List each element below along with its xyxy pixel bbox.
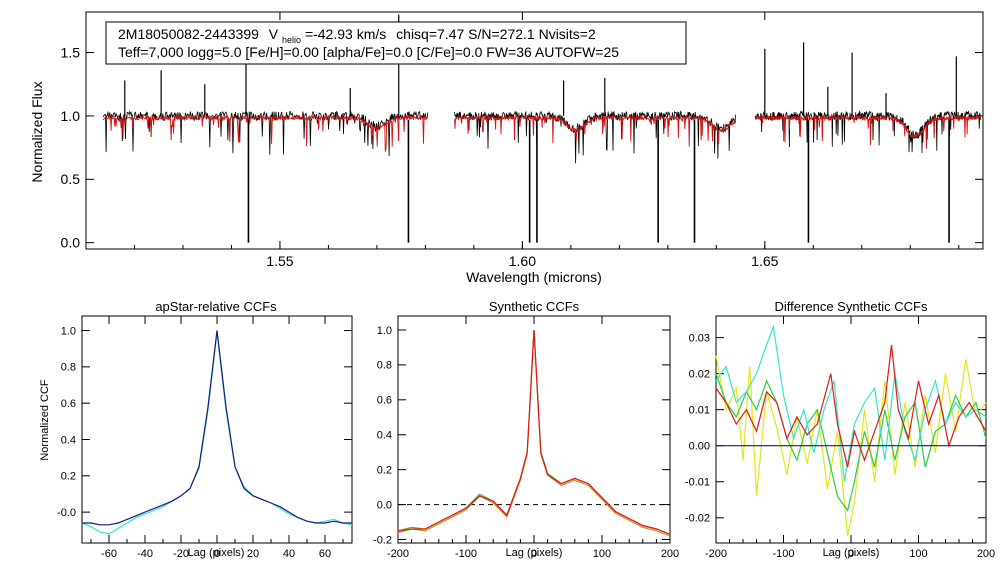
apstar-axes-frame (81, 315, 353, 544)
y-tick-label: 0.4 (61, 434, 76, 446)
spectrum-y-label: Normalized Flux (29, 81, 45, 182)
model-spectrum-chip-3 (754, 114, 981, 149)
star-info-box-border (105, 21, 687, 65)
x-tick-label: 1.55 (266, 253, 293, 269)
x-tick-label: 60 (319, 548, 331, 560)
star-stats: chisq=7.47 S/N=272.1 Nvisits=2 (396, 26, 596, 42)
x-tick-label: 100 (909, 548, 927, 560)
synthetic-ccf-panel: Synthetic CCFs -200 -100 0 100 200 -0.2 0.0 0.… (373, 299, 679, 560)
y-tick-label: 0.2 (61, 471, 76, 483)
series-model-red-line (397, 329, 671, 535)
velocity-subscript: helio (282, 35, 301, 45)
model-spectrum-chip-1 (102, 114, 429, 152)
series-visit-1-line (81, 332, 353, 535)
difference-ccf-panel: Difference Synthetic CCFs -200 -100 0 100 20… (685, 299, 995, 560)
spectrum-panel: 1.55 1.60 1.65 0.0 0.5 1.0 1.5 2M18050082-244… (29, 11, 984, 285)
y-tick-label: 0.8 (61, 362, 76, 374)
y-tick-label: -0.01 (685, 477, 710, 489)
y-tick-label: 0.0 (61, 235, 81, 251)
x-tick-label: 200 (661, 548, 679, 560)
y-tick-label: 0.00 (689, 441, 710, 453)
apstar-ccf-title: apStar-relative CCFs (155, 299, 277, 314)
spectrum-x-label: Wavelength (microns) (466, 269, 602, 285)
x-tick-label: 1.60 (509, 253, 536, 269)
star-info-box: 2M18050082-2443399 V helio =-42.93 km/s … (105, 21, 687, 65)
series-red-line (715, 344, 987, 468)
x-tick-label: -100 (455, 548, 477, 560)
y-tick-label: 1.0 (377, 325, 392, 337)
synthetic-axes-frame (397, 315, 671, 544)
x-tick-label: 0 (214, 548, 220, 560)
y-tick-label: -0.2 (373, 534, 392, 546)
y-tick-label: 0.2 (377, 465, 392, 477)
x-tick-label: 100 (593, 548, 611, 560)
apstar-y-label: Normalized CCF (39, 379, 51, 461)
apstar-x-label: Lag (pixels) (188, 547, 245, 559)
x-tick-label: 0 (531, 548, 537, 560)
series-model-green-line (397, 329, 671, 535)
y-tick-label: 1.0 (61, 108, 81, 124)
x-tick-label: -60 (101, 548, 117, 560)
y-tick-label: 0.01 (689, 405, 710, 417)
series-model-orange-line (397, 329, 671, 537)
y-tick-label: 0.6 (377, 395, 392, 407)
y-tick-label: 0.0 (377, 499, 392, 511)
y-tick-label: 1.5 (61, 44, 81, 60)
velocity-value: =-42.93 km/s (305, 26, 386, 42)
series-green-line (715, 373, 987, 513)
y-tick-label: 0.02 (689, 369, 710, 381)
difference-x-label: Lag (pixels) (823, 547, 880, 559)
velocity-symbol: V (269, 26, 279, 42)
x-tick-label: -20 (173, 548, 189, 560)
x-tick-label: 20 (247, 548, 259, 560)
star-id: 2M18050082-2443399 (118, 26, 259, 42)
x-tick-label: 40 (283, 548, 295, 560)
series-visit-2-line (82, 330, 352, 526)
x-tick-label: 200 (977, 548, 995, 560)
synthetic-x-label: Lag (pixels) (506, 547, 563, 559)
x-tick-label: -40 (137, 548, 153, 560)
x-tick-label: 1.65 (751, 253, 778, 269)
y-tick-label: 0.6 (61, 398, 76, 410)
apstar-ccf-panel: apStar-relative CCFs -60 -40 -20 0 20 40 60 -0… (39, 299, 353, 560)
series-cyan-line (715, 324, 987, 482)
x-tick-label: 0 (848, 548, 854, 560)
difference-ccf-title: Difference Synthetic CCFs (775, 299, 928, 314)
spectrum-axes-frame (85, 11, 984, 250)
y-tick-label: 0.4 (377, 430, 392, 442)
model-spectrum-chip-2 (454, 114, 737, 147)
y-tick-label: 0.03 (689, 332, 710, 344)
y-tick-label: -0.0 (57, 507, 76, 519)
star-info-line1: 2M18050082-2443399 V helio =-42.93 km/s … (118, 26, 596, 46)
star-parameters: Teff=7,000 logg=5.0 [Fe/H]=0.00 [alpha/F… (118, 44, 619, 60)
y-tick-label: -0.02 (685, 513, 710, 525)
y-tick-label: 0.5 (61, 171, 81, 187)
x-tick-label: -200 (705, 548, 727, 560)
y-tick-label: 1.0 (61, 325, 76, 337)
series-yellow-line (715, 355, 987, 536)
synthetic-ccf-title: Synthetic CCFs (489, 299, 580, 314)
x-tick-label: -200 (387, 548, 409, 560)
y-tick-label: 0.8 (377, 360, 392, 372)
x-tick-label: -100 (772, 548, 794, 560)
